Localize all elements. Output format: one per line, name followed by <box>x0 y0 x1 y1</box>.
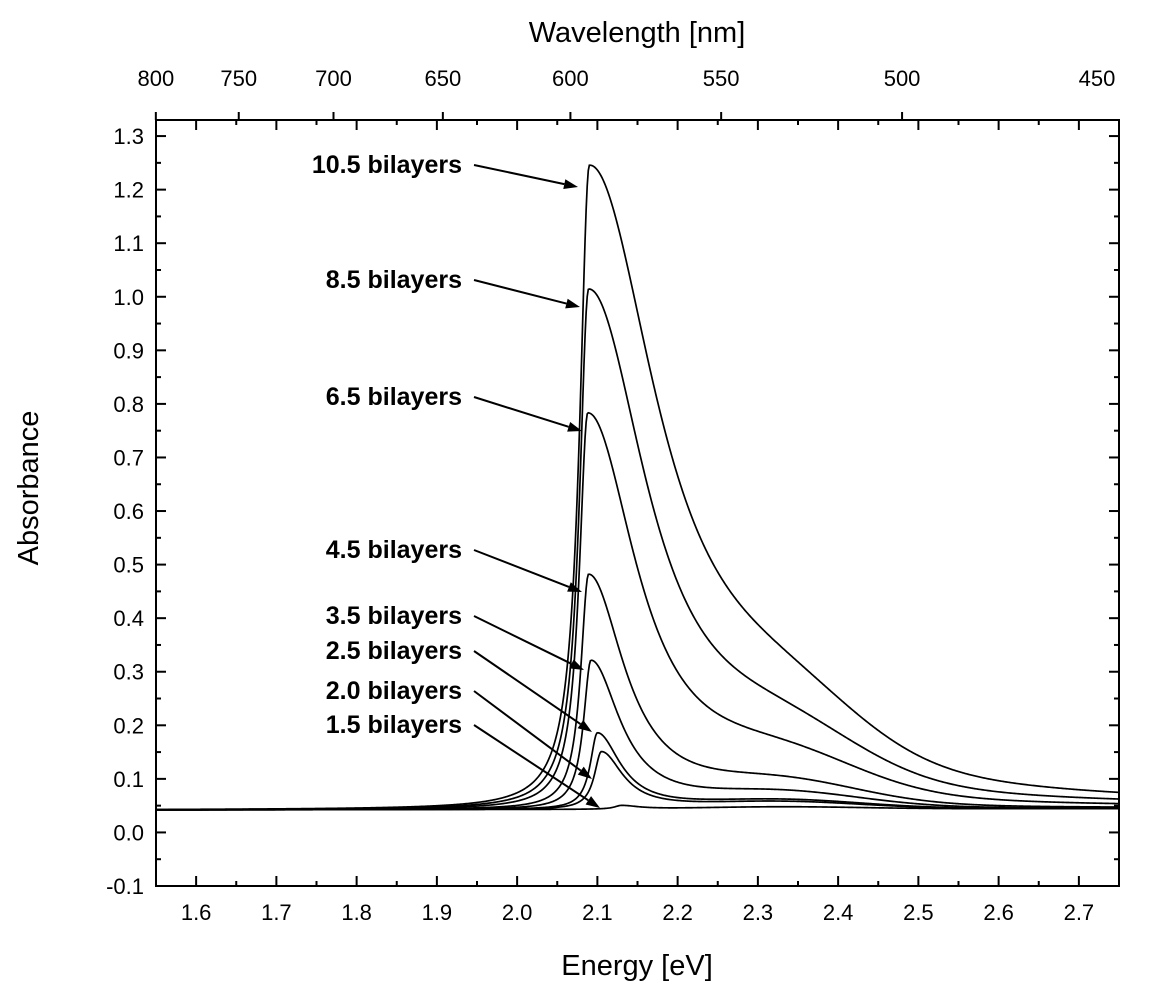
y-tick-label: -0.1 <box>106 874 144 899</box>
y-tick-label: 0.1 <box>113 767 144 792</box>
annotation-label: 10.5 bilayers <box>312 151 462 179</box>
x-tick-label: 1.9 <box>422 900 453 925</box>
series-curve-10-5-bilayers <box>156 164 1119 811</box>
y-tick-label: 1.2 <box>113 178 144 203</box>
annotation-arrow-head <box>567 422 582 432</box>
x-tick-label: 2.0 <box>502 900 533 925</box>
annotation-arrow-head <box>577 766 592 779</box>
chart-marks: 1.6 1.7 1.8 1.9 2.0 2.1 2.2 2.3 2.4 2.5 2.6 2.7 -0.1… <box>106 66 1120 925</box>
annotation-arrow-head <box>567 582 582 592</box>
top-tick-label: 650 <box>424 66 461 91</box>
annotation-arrow-line <box>473 615 572 665</box>
annotation-arrow-head <box>565 298 580 309</box>
annotation-arrow-line <box>473 164 565 186</box>
top-tick-label: 750 <box>220 66 257 91</box>
y-tick-label: 1.1 <box>113 231 144 256</box>
y-tick-label: 0.9 <box>113 338 144 363</box>
x-tick-label: 1.7 <box>261 900 292 925</box>
series-curve-3-5-bilayers <box>156 659 1119 811</box>
annotation-arrow-head <box>577 719 592 732</box>
x-tick-label: 1.6 <box>181 900 212 925</box>
y-tick-label: 1.0 <box>113 285 144 310</box>
top-tick-label: 500 <box>884 66 921 91</box>
x-tick-label: 2.1 <box>582 900 613 925</box>
annotation-arrow-head <box>563 179 578 189</box>
y-axis-title: Absorbance <box>13 411 45 566</box>
y-tick-label: 0.5 <box>113 553 144 578</box>
annotation-arrow-head <box>585 796 600 808</box>
annotation-label: 6.5 bilayers <box>326 383 462 411</box>
y-tick-label: 0.8 <box>113 392 144 417</box>
y-tick-label: 0.6 <box>113 499 144 524</box>
top-tick-label: 800 <box>137 66 174 91</box>
x-tick-label: 2.7 <box>1064 900 1095 925</box>
annotation-arrow-line <box>473 690 582 772</box>
top-tick-label: 600 <box>552 66 589 91</box>
annotation-arrow-line <box>473 279 567 305</box>
y-tick-label: 0.2 <box>113 713 144 738</box>
annotation-label: 8.5 bilayers <box>326 266 462 294</box>
series-curve-8-5-bilayers <box>156 288 1119 811</box>
top-axis-title: Wavelength [nm] <box>529 17 746 49</box>
y-tick-label: 0.4 <box>113 606 144 631</box>
annotation-arrow-line <box>473 549 570 588</box>
top-tick-label: 550 <box>703 66 740 91</box>
annotation-arrow-line <box>473 724 589 802</box>
series-curve-2-0-bilayers <box>156 750 1119 811</box>
annotation-label: 4.5 bilayers <box>326 536 462 564</box>
y-tick-label: 0.3 <box>113 660 144 685</box>
annotation-label: 2.5 bilayers <box>326 637 462 665</box>
annotation-label: 2.0 bilayers <box>326 677 462 705</box>
x-tick-label: 2.3 <box>743 900 774 925</box>
x-tick-label: 1.8 <box>341 900 372 925</box>
annotation-arrow-line <box>473 650 582 725</box>
x-tick-label: 2.5 <box>903 900 934 925</box>
annotation-label: 1.5 bilayers <box>326 711 462 739</box>
x-axis-title: Energy [eV] <box>561 950 713 982</box>
y-tick-label: 0.7 <box>113 445 144 470</box>
series-curve-4-5-bilayers <box>156 573 1119 811</box>
top-tick-label: 700 <box>315 66 352 91</box>
annotation-arrow-line <box>473 396 569 428</box>
y-tick-label: 1.3 <box>113 124 144 149</box>
annotation-arrow-head <box>569 659 584 670</box>
series-curve-6-5-bilayers <box>156 411 1119 811</box>
x-tick-label: 2.6 <box>983 900 1014 925</box>
top-tick-label: 450 <box>1079 66 1116 91</box>
x-tick-label: 2.4 <box>823 900 854 925</box>
series-curve-1-5-bilayers <box>156 804 1119 811</box>
y-tick-label: 0.0 <box>113 820 144 845</box>
plot-frame <box>155 119 1120 887</box>
annotation-label: 3.5 bilayers <box>326 602 462 630</box>
x-tick-label: 2.2 <box>662 900 693 925</box>
